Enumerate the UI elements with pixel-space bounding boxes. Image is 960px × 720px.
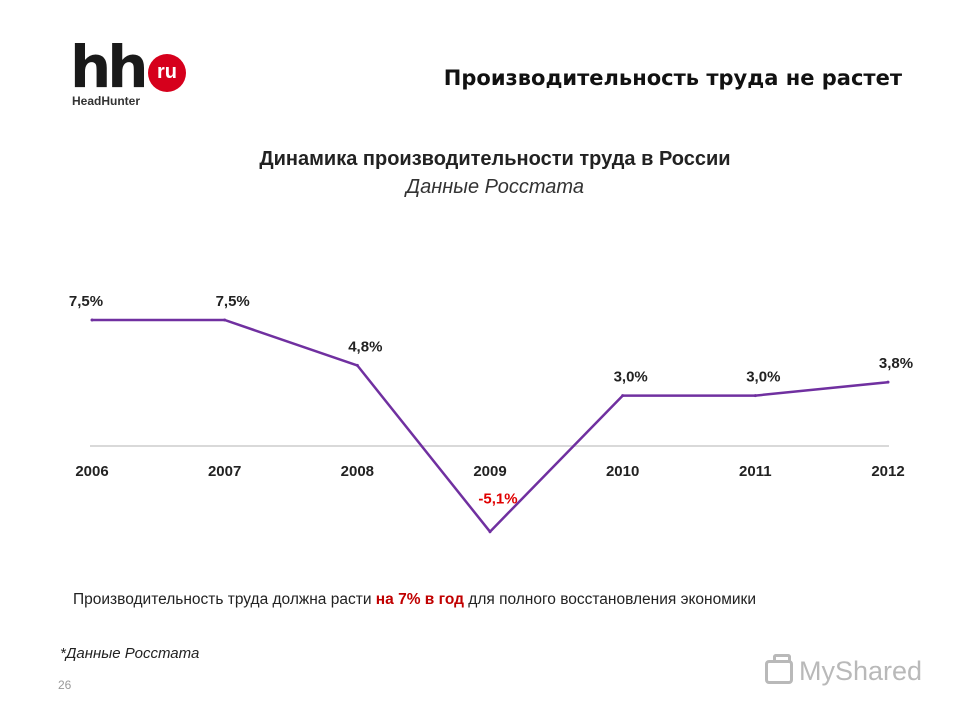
data-label: 3,8% <box>879 355 913 372</box>
chart-title: Динамика производительности труда в Росс… <box>259 148 731 170</box>
logo-ru-badge: ru <box>148 54 186 92</box>
data-label: 7,5% <box>69 293 103 310</box>
page-number: 26 <box>58 678 72 692</box>
logo-subtitle: HeadHunter <box>72 94 141 108</box>
data-points <box>90 318 890 534</box>
briefcase-icon <box>765 654 793 684</box>
data-labels: 7,5% 7,5% 4,8% -5,1% 3,0% 3,0% 3,8% <box>69 293 913 508</box>
data-label: 4,8% <box>348 338 382 355</box>
x-tick-label: 2011 <box>739 463 772 480</box>
footnote-highlight: на 7% в год <box>375 591 464 608</box>
x-tick-label: 2007 <box>208 463 241 480</box>
source-note: *Данные Росстата <box>60 645 200 662</box>
footnote-after: для полного восстановления экономики <box>463 591 756 608</box>
x-tick-label: 2012 <box>871 463 904 480</box>
footnote-before: Производительность труда должна расти <box>73 591 376 608</box>
data-point <box>621 394 625 398</box>
data-label: 3,0% <box>746 369 780 386</box>
watermark-text: MyShared <box>799 656 923 686</box>
data-label: 7,5% <box>216 293 250 310</box>
footnote-text: Производительность труда должна расти на… <box>73 591 756 609</box>
data-point <box>90 318 94 322</box>
x-tick-label: 2010 <box>606 463 639 480</box>
x-tick-label: 2008 <box>341 463 374 480</box>
data-point <box>223 318 227 322</box>
data-point <box>355 363 359 367</box>
data-label: -5,1% <box>478 491 517 508</box>
data-point <box>753 394 757 398</box>
data-point <box>488 530 492 534</box>
x-tick-label: 2009 <box>473 463 506 480</box>
slide-title: Производительность труда не растет <box>443 66 902 90</box>
data-point <box>886 380 890 384</box>
headhunter-logo: hh ru HeadHunter <box>70 38 200 110</box>
logo-hh-text: hh <box>70 33 149 101</box>
chart-subtitle: Данные Росстата <box>406 176 584 198</box>
data-label: 3,0% <box>614 369 648 386</box>
x-tick-labels: 2006 2007 2008 2009 2010 2011 2012 <box>75 463 904 480</box>
x-tick-label: 2006 <box>75 463 108 480</box>
